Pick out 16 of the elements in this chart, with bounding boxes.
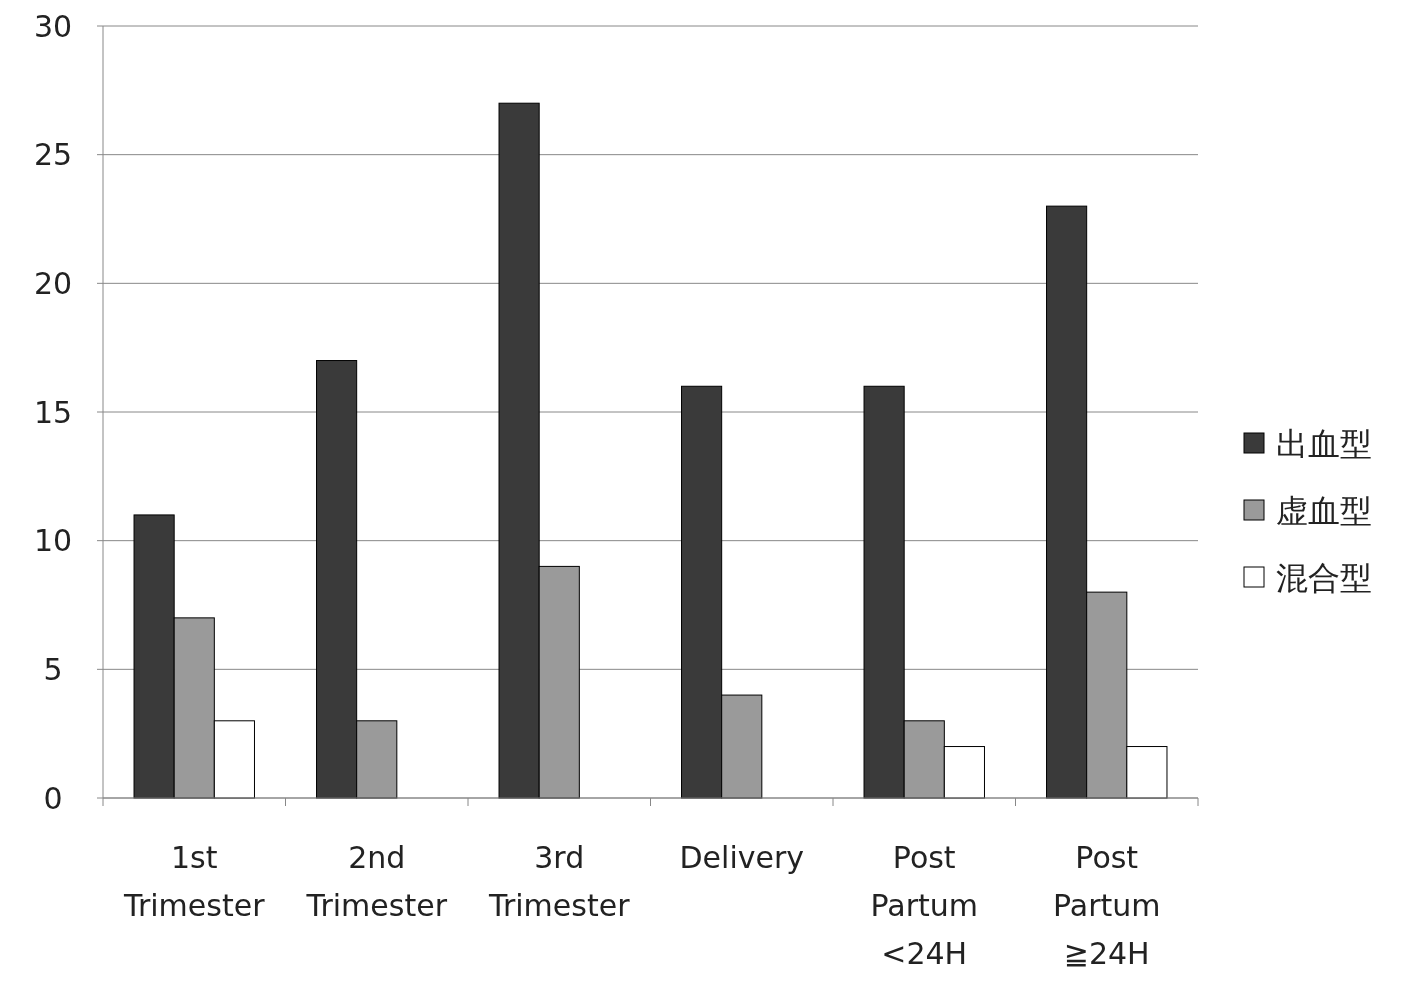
y-tick-label: 0: [43, 780, 63, 816]
y-tick-label: 5: [43, 651, 63, 687]
y-tick-label: 30: [33, 8, 73, 44]
y-tick-label: 20: [33, 265, 73, 301]
x-tick-label: 1st Trimester: [123, 840, 266, 923]
y-tick-label: 15: [33, 394, 73, 430]
legend-label: 混合型: [1276, 559, 1372, 598]
x-tick-label: 2nd Trimester: [305, 840, 448, 923]
legend-label: 虚血型: [1276, 492, 1372, 531]
y-tick-label: 10: [33, 523, 73, 559]
x-tick-label: Post Partum ≧24H: [1053, 840, 1161, 971]
x-tick-label: 3rd Trimester: [488, 840, 631, 923]
legend-label: 出血型: [1276, 425, 1372, 464]
y-tick-label: 25: [33, 137, 73, 173]
x-tick-label: Delivery: [679, 840, 805, 875]
x-tick-label: Post Partum <24H: [870, 840, 978, 971]
